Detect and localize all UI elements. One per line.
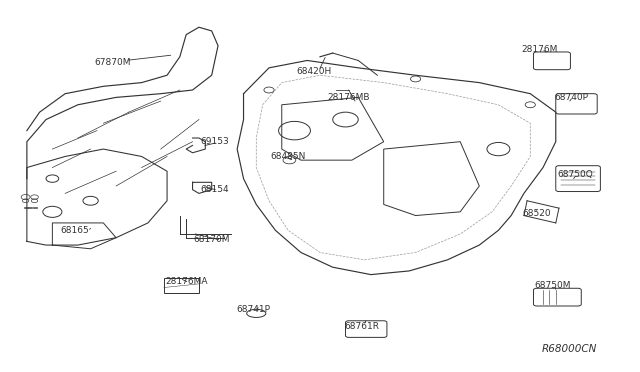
Text: 68761R: 68761R — [344, 322, 379, 331]
Text: 68420H: 68420H — [296, 67, 332, 76]
Text: 69153: 69153 — [200, 137, 229, 146]
Text: 68750Q: 68750Q — [557, 170, 593, 179]
Text: 68740P: 68740P — [555, 93, 589, 102]
Text: 68170M: 68170M — [193, 235, 230, 244]
Bar — [164, 278, 199, 293]
Text: 68485N: 68485N — [271, 152, 306, 161]
Text: 68750M: 68750M — [534, 281, 571, 290]
Text: 68165: 68165 — [60, 226, 89, 235]
Text: 67870M: 67870M — [95, 58, 131, 67]
Text: 28176MB: 28176MB — [328, 93, 370, 102]
Text: 28176M: 28176M — [522, 45, 558, 54]
Text: 28176MA: 28176MA — [165, 278, 207, 286]
Text: 68520: 68520 — [522, 209, 551, 218]
Text: R68000CN: R68000CN — [542, 344, 597, 354]
Text: 68154: 68154 — [200, 185, 229, 194]
Text: 68741P: 68741P — [236, 305, 270, 314]
